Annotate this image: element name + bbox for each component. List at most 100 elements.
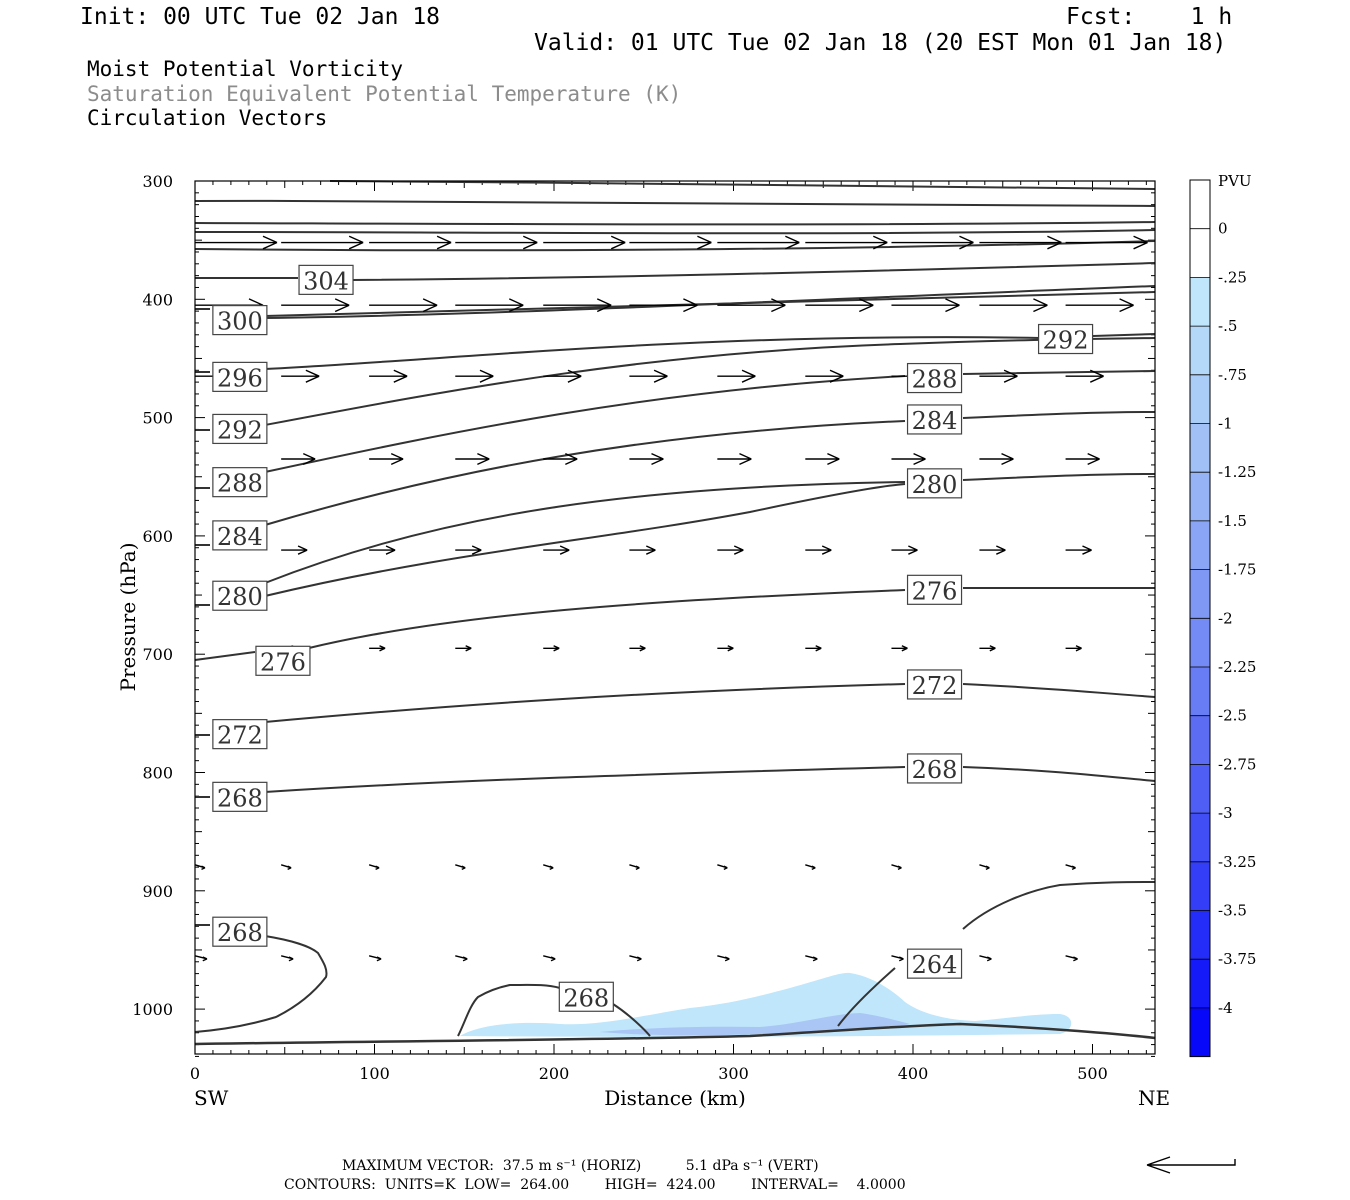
colorbar-segment — [1190, 618, 1210, 667]
circulation-vector — [805, 369, 844, 383]
circulation-vector — [805, 955, 818, 962]
title-vectors: Circulation Vectors — [87, 106, 328, 130]
contour-label-box — [906, 753, 963, 784]
contour-labels: 304 300 292 296 288 292 284 288 280 284 280 276 276 2… — [212, 264, 1094, 1012]
colorbar-level-label: -3.75 — [1218, 950, 1256, 968]
circulation-vector — [543, 369, 582, 383]
contour-label-box — [298, 264, 354, 295]
contour-label: 268 — [217, 784, 263, 812]
circulation-vector — [194, 864, 206, 870]
circulation-vector — [1065, 453, 1100, 465]
circulation-vector — [369, 298, 438, 313]
contour-line — [194, 586, 1155, 661]
colorbar-level-label: -3.5 — [1218, 902, 1247, 920]
colorbar-unit: PVU — [1218, 172, 1252, 190]
circulation-vector — [891, 453, 926, 465]
colorbar-segment — [1190, 423, 1210, 473]
contour-line — [194, 1022, 1156, 1046]
colorbar-level-label: -3.25 — [1218, 853, 1256, 871]
circulation-vector — [369, 645, 386, 652]
contour-label-box — [906, 669, 963, 700]
contour-label-box — [906, 468, 963, 499]
axis-labels: 0 100 200 300 400 500 300 400 500 600 700 800 900 100… — [132, 172, 1107, 1083]
circulation-vector — [891, 235, 974, 250]
contour-label-box — [906, 362, 963, 394]
colorbar-level-label: -1.75 — [1218, 561, 1256, 579]
colorbar-level-label: -.75 — [1218, 366, 1247, 384]
circulation-vector — [629, 645, 646, 652]
contour-label: 292 — [1043, 327, 1089, 355]
circulation-vector — [281, 545, 308, 555]
circulation-vector — [891, 955, 904, 962]
colorbar-level-label: -1.5 — [1218, 512, 1247, 530]
x-tick-label: 300 — [718, 1064, 749, 1083]
circulation-vector — [717, 955, 730, 962]
contour-info: CONTOURS: UNITS=K LOW= 264.00 HIGH= 424.… — [284, 1177, 906, 1193]
circulation-vector — [629, 298, 698, 313]
colorbar-segment — [1190, 715, 1210, 765]
x-tick-label: 500 — [1077, 1064, 1108, 1083]
circulation-vector — [455, 235, 538, 250]
contour-label-box — [212, 781, 268, 812]
circulation-vector — [455, 864, 466, 870]
contour-line — [194, 221, 1156, 226]
circulation-vector — [717, 864, 728, 870]
circulation-vector — [455, 298, 524, 313]
theta-es-contours — [194, 180, 1156, 1046]
colorbar-segment — [1190, 861, 1210, 911]
circulation-vector — [543, 645, 560, 652]
colorbar-level-label: -4 — [1218, 999, 1233, 1017]
contour-label: 280 — [217, 583, 263, 611]
reference-vector-arrow — [1146, 1156, 1236, 1174]
pvu-shading — [460, 972, 1072, 1037]
max-vector-note: MAXIMUM VECTOR: 37.5 m s⁻¹ (HORIZ) 5.1 d… — [342, 1158, 819, 1174]
contour-label-box — [255, 645, 311, 676]
contour-line — [264, 291, 1156, 317]
contour-line — [194, 924, 328, 1033]
colorbar-segment — [1190, 277, 1210, 327]
circulation-vector — [979, 545, 1006, 555]
circulation-vector — [979, 645, 996, 652]
contour-label: 268 — [217, 919, 263, 947]
circulation-vector — [979, 864, 990, 870]
colorbar-level-label: -.5 — [1218, 317, 1237, 335]
circulation-vector — [805, 453, 840, 465]
circulation-vector — [1065, 864, 1076, 870]
colorbar-level-label: -1 — [1218, 415, 1233, 433]
circulation-vector — [455, 369, 494, 383]
x-axis-title: Distance (km) — [604, 1086, 746, 1110]
circulation-vector — [979, 955, 992, 962]
circulation-vector — [280, 955, 294, 962]
circulation-vector — [891, 864, 902, 870]
contour-label: 284 — [217, 523, 263, 551]
contour-label: 280 — [912, 471, 958, 499]
y-tick-label: 600 — [142, 527, 173, 546]
circulation-vector — [281, 235, 364, 250]
contour-label-box — [212, 467, 268, 498]
contour-label: 296 — [217, 364, 263, 392]
circulation-vector — [629, 235, 712, 250]
circulation-vector — [891, 298, 960, 313]
circulation-vector — [1065, 545, 1092, 555]
contour-label: 272 — [217, 722, 263, 750]
colorbar-segment — [1190, 374, 1210, 424]
contour-line — [837, 881, 1156, 1027]
circulation-vector — [543, 298, 612, 313]
contour-label: 264 — [912, 951, 958, 979]
contour-line — [194, 199, 1156, 207]
circulation-vector — [805, 645, 822, 652]
circulation-vector — [891, 645, 908, 652]
circulation-vector — [543, 453, 578, 465]
contour-label: 288 — [217, 470, 263, 498]
contour-line — [457, 983, 651, 1037]
circulation-vector — [891, 545, 918, 555]
y-tick-label: 400 — [142, 290, 173, 309]
colorbar-segment — [1190, 813, 1210, 862]
circulation-vector — [717, 545, 744, 555]
colorbar-segment — [1190, 228, 1210, 278]
circulation-vector — [369, 235, 452, 250]
axis-ticks — [194, 180, 1155, 1057]
colorbar-segment — [1190, 764, 1210, 814]
circulation-vector — [369, 369, 408, 383]
y-tick-label: 900 — [142, 882, 173, 901]
